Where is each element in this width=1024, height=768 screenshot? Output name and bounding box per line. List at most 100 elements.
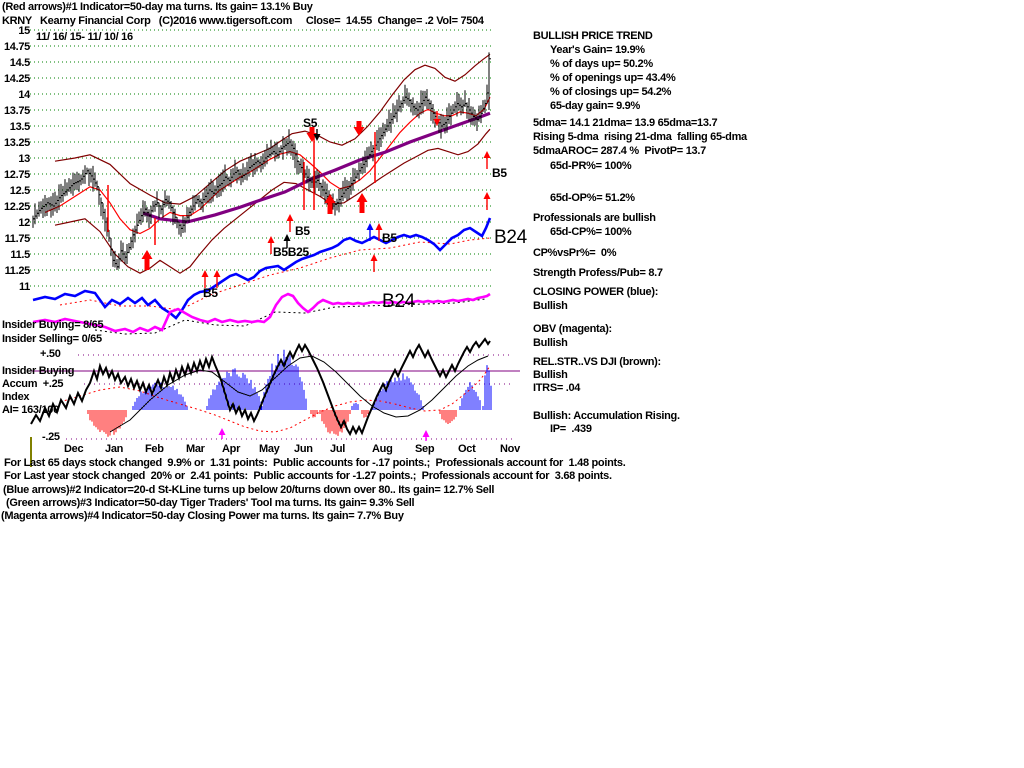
buy-arrow-red-thin — [370, 254, 378, 261]
analysis-line: Bullish — [533, 337, 568, 349]
price-axis-label: 12.5 — [10, 185, 30, 197]
month-label: Feb — [145, 443, 164, 455]
analysis-line: 65-day gain= 9.9% — [550, 100, 640, 112]
left-label: AI= 163/100 — [2, 404, 59, 416]
footer-line: (Green arrows)#3 Indicator=50-day Tiger … — [6, 497, 415, 509]
signal-label: B5 — [295, 224, 310, 238]
analysis-line: 65d-PR%= 100% — [550, 160, 632, 172]
price-axis-label: 12.75 — [4, 169, 30, 181]
sell-arrow-black-thin — [313, 134, 321, 141]
price-axis-label: 11.75 — [5, 233, 31, 245]
indicator1-caption: (Red arrows)#1 Indicator=50-day ma turns… — [2, 1, 313, 13]
buy-arrow-red — [356, 193, 368, 213]
signal-label: B5 — [203, 286, 218, 300]
buy-arrow-magenta-small — [218, 428, 226, 435]
price-axis-label: 12 — [18, 217, 30, 229]
buy-arrow-red — [141, 250, 153, 270]
month-label: Aug — [372, 443, 392, 455]
signal-label: B5 — [492, 166, 507, 180]
left-label: Insider Selling= 0/65 — [2, 333, 102, 345]
month-label: Nov — [500, 443, 521, 455]
month-label: May — [259, 443, 281, 455]
lower-band — [54, 128, 491, 274]
closing-power-ma — [59, 237, 491, 311]
analysis-line: OBV (magenta): — [533, 323, 612, 335]
footer-line: (Magenta arrows)#4 Indicator=50-day Clos… — [1, 510, 404, 522]
sell-arrow-red — [306, 127, 318, 142]
price-axis-label: 13.25 — [4, 137, 30, 149]
month-label: Jun — [294, 443, 313, 455]
accum-bars — [361, 410, 369, 418]
price-bars — [32, 52, 491, 271]
analysis-line: Rising 5-dma rising 21-dma falling 65-dm… — [533, 131, 747, 143]
signal-label: B5B25 — [273, 245, 309, 259]
left-label: +.50 — [40, 348, 61, 360]
analysis-line: % of openings up= 43.4% — [550, 72, 676, 84]
accum-red-ma — [59, 365, 491, 433]
buy-arrow-red-thin — [483, 192, 491, 199]
left-label: -.25 — [42, 431, 60, 443]
analysis-line: BULLISH PRICE TREND — [533, 30, 653, 42]
price-axis-label: 14 — [18, 89, 31, 101]
analysis-line: 5dmaAROC= 287.4 % PivotP= 13.7 — [533, 145, 706, 157]
buy-arrow-red-thin — [375, 223, 383, 230]
analysis-line: Bullish: Accumulation Rising. — [533, 410, 680, 422]
buy-arrow-red-thin — [267, 236, 275, 243]
sell-arrow-red — [353, 121, 365, 136]
buy-arrow-blue-thin — [366, 223, 374, 230]
price-axis-label: 13.5 — [10, 121, 30, 133]
footer-line: For Last year stock changed 20% or 2.41 … — [4, 470, 612, 482]
analysis-line: % of closings up= 54.2% — [550, 86, 672, 98]
analysis-line: 65d-CP%= 100% — [550, 226, 632, 238]
ticker-title: KRNY Kearny Financial Corp (C)2016 www.t… — [2, 15, 484, 27]
price-axis-label: 11 — [19, 281, 30, 293]
signal-label: B5 — [382, 231, 397, 245]
date-range: 11/ 16/ 15- 11/ 10/ 16 — [36, 31, 133, 43]
analysis-line: CLOSING POWER (blue): — [533, 286, 659, 298]
left-label: Accum +.25 — [2, 378, 64, 390]
analysis-line: Year's Gain= 19.9% — [550, 44, 645, 56]
analysis-line: ITRS= .04 — [533, 382, 581, 394]
buy-arrow-red-thin — [483, 151, 491, 158]
footer-line: (Blue arrows)#2 Indicator=20-d St-KLine … — [3, 484, 495, 496]
price-axis-label: 12.25 — [4, 201, 30, 213]
accum-bars — [319, 410, 351, 436]
left-label: Insider Buying — [2, 365, 75, 377]
signal-label: S5 — [303, 116, 318, 130]
price-axis-label: 13 — [18, 153, 30, 165]
buy-arrow-red-thin — [286, 214, 294, 221]
analysis-line: Bullish — [533, 369, 568, 381]
month-label: Dec — [64, 443, 83, 455]
footer-line: For Last 65 days stock changed 9.9% or 1… — [4, 457, 626, 469]
analysis-line: REL.STR..VS DJI (brown): — [533, 356, 661, 368]
buy-arrow-red-thin — [213, 270, 221, 277]
month-label: Jul — [330, 443, 345, 455]
buy-arrow-red-thin — [201, 270, 209, 277]
analysis-line: % of days up= 50.2% — [550, 58, 653, 70]
month-label: Mar — [186, 443, 206, 455]
price-axis-label: 14.25 — [4, 73, 30, 85]
sell-arrow-red-thin — [433, 119, 441, 126]
analysis-line: CP%vsPr%= 0% — [533, 247, 617, 259]
buy-arrow-black-thin — [283, 234, 291, 241]
signal-label: B24 — [382, 291, 416, 312]
accum-bars — [372, 373, 424, 410]
accum-bars — [459, 382, 481, 410]
upper-band — [54, 53, 491, 205]
accum-index-line — [30, 337, 491, 437]
closing-power-line — [32, 217, 492, 320]
accum-bars — [87, 410, 127, 437]
left-label: Insider Buying= 8/65 — [2, 319, 104, 331]
obv-line — [32, 292, 491, 334]
signal-label: B24 — [494, 227, 528, 248]
analysis-line: Professionals are bullish — [533, 212, 656, 224]
left-label: Index — [2, 391, 30, 403]
analysis-line: Bullish — [533, 300, 568, 312]
price-axis-label: 11.25 — [5, 265, 31, 277]
price-axis-label: 15 — [18, 25, 30, 37]
month-label: Jan — [105, 443, 124, 455]
price-axis-label: 11.5 — [10, 249, 30, 261]
analysis-line: IP= .439 — [550, 423, 592, 435]
